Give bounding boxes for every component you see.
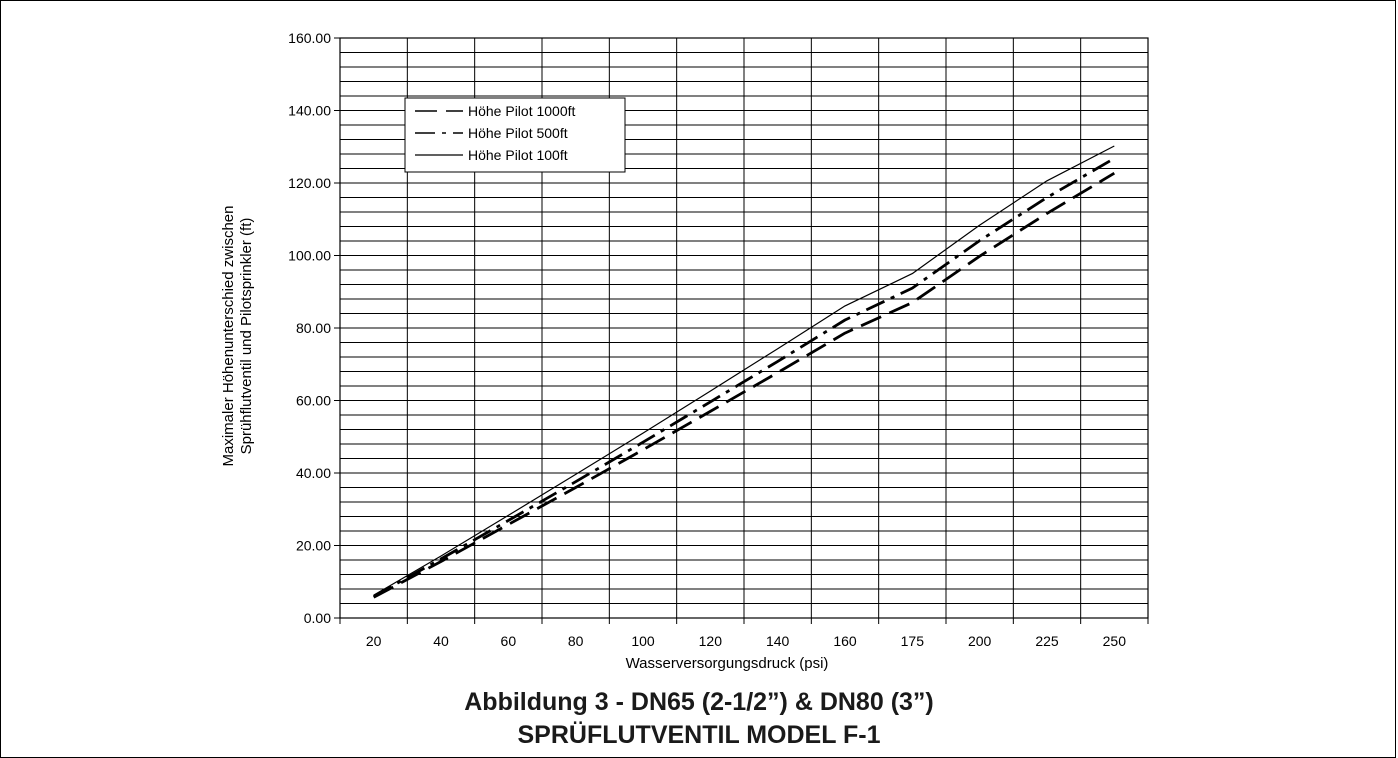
x-tick-label: 100 [631,633,655,649]
series-line-3 [373,145,1115,596]
x-tick-label: 200 [968,633,992,649]
y-tick-label: 160.00 [288,30,331,46]
x-tick-label: 80 [568,633,584,649]
y-tick-label: 0.00 [304,610,331,626]
y-tick-label: 140.00 [288,103,331,119]
x-tick-label: 175 [901,633,925,649]
legend-label: Höhe Pilot 500ft [468,125,568,141]
figure-caption-title: Abbildung 3 - DN65 (2-1/2”) & DN80 (3”) [464,688,934,716]
x-tick-label: 40 [433,633,449,649]
axes: 0.00 20.00 40.00 60.00 80.00 100.00 120.00 140.… [288,30,1149,649]
line-chart: 0.00 20.00 40.00 60.00 80.00 100.00 120.00 140.… [220,30,1149,672]
x-tick-label: 160 [833,633,857,649]
series-line-1 [373,171,1116,599]
y-axis-label-line: Maximaler Höhenunterschied zwischen [220,206,237,467]
legend-label: Höhe Pilot 1000ft [468,103,576,119]
figure-caption-subtitle: SPRÜFLUTVENTIL MODEL F-1 [517,721,881,749]
x-tick-label: 20 [366,633,382,649]
series-line-2 [373,157,1116,598]
legend: Höhe Pilot 1000ft Höhe Pilot 500ft Höhe Pi… [404,97,626,173]
grid [339,37,1149,619]
legend-label: Höhe Pilot 100ft [468,147,568,163]
series-lines [373,145,1116,599]
y-tick-label: 40.00 [296,465,331,481]
y-tick-label: 100.00 [288,248,331,264]
x-tick-label: 250 [1103,633,1127,649]
x-tick-label: 225 [1035,633,1059,649]
y-tick-label: 20.00 [296,538,331,554]
y-tick-label: 80.00 [296,320,331,336]
y-axis-label: Maximaler Höhenunterschied zwischen Sprüh… [220,206,255,467]
x-axis-label: Wasserversorgungsdruck (psi) [626,655,829,672]
y-tick-label: 120.00 [288,175,331,191]
x-tick-label: 140 [766,633,790,649]
x-tick-label: 60 [501,633,517,649]
x-tick-label: 120 [699,633,723,649]
legend-box [404,97,626,173]
y-axis-label-line: Sprühflutventil und Pilotsprinkler (ft) [238,218,255,455]
y-tick-label: 60.00 [296,393,331,409]
